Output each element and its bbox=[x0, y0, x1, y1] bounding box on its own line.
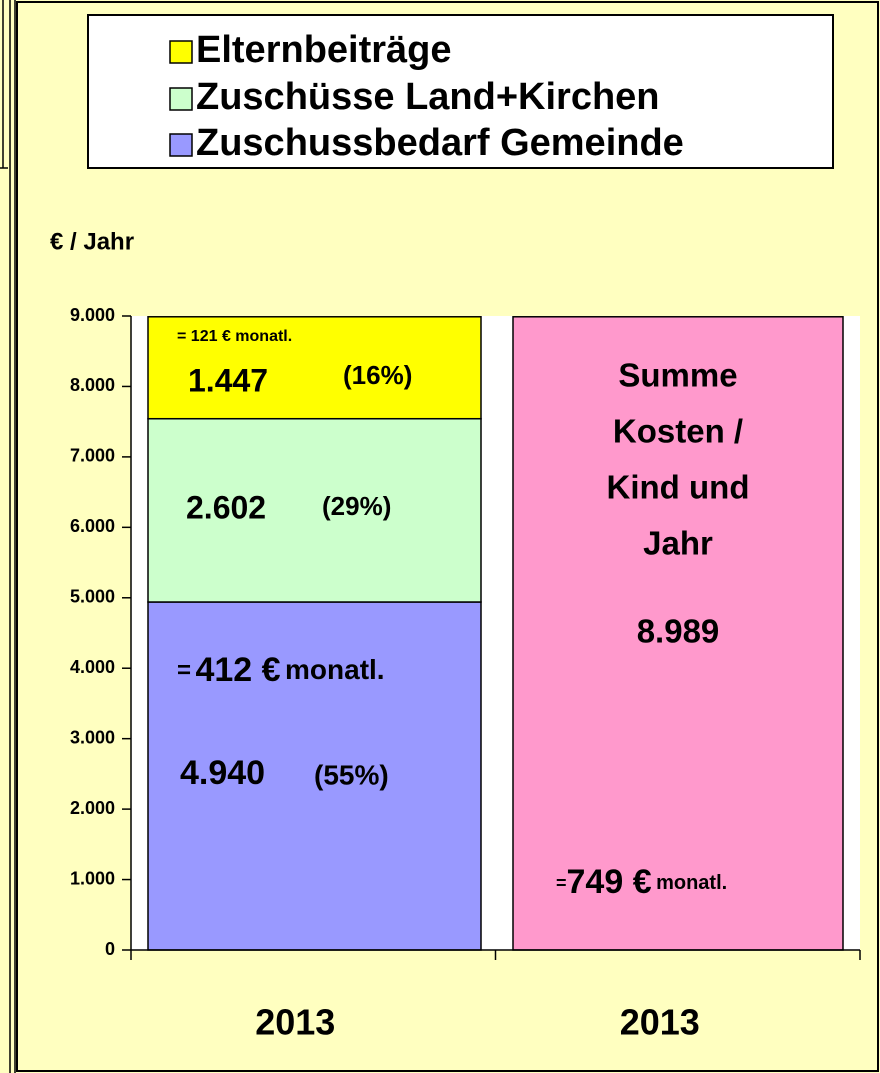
y-tick-label: 1.000 bbox=[70, 868, 115, 888]
y-tick-label: 3.000 bbox=[70, 727, 115, 747]
monthly-suffix: monatl. bbox=[235, 328, 292, 345]
share-label: (29%) bbox=[322, 491, 391, 521]
value-label: 4.940 bbox=[180, 754, 265, 792]
monthly-amount: 121 € bbox=[191, 328, 231, 345]
y-tick-label: 8.000 bbox=[70, 375, 115, 395]
legend-label: Zuschüsse Land+Kirchen bbox=[196, 76, 660, 118]
total-label: Kosten / bbox=[613, 413, 743, 450]
legend-swatch bbox=[169, 87, 193, 111]
monthly-suffix: monatl. bbox=[656, 872, 727, 894]
total-label: Kind und bbox=[607, 469, 750, 506]
monthly-label: =749 € monatl. bbox=[556, 863, 727, 901]
legend-swatch bbox=[169, 133, 193, 157]
monthly-prefix: = bbox=[556, 873, 567, 893]
legend-box bbox=[87, 14, 834, 169]
y-axis-label: € / Jahr bbox=[50, 228, 134, 255]
monthly-label: = 412 € monatl. bbox=[177, 651, 385, 689]
total-label: Summe bbox=[618, 357, 737, 394]
frame bbox=[16, 1, 879, 1072]
monthly-label: = 121 € monatl. bbox=[177, 328, 292, 345]
monthly-prefix: = bbox=[177, 657, 191, 684]
monthly-prefix: = bbox=[177, 328, 186, 345]
share-label: (16%) bbox=[343, 360, 412, 390]
share-label: (55%) bbox=[314, 759, 389, 790]
y-tick-label: 4.000 bbox=[70, 657, 115, 677]
bar-segment bbox=[147, 601, 482, 951]
y-tick-label: 0 bbox=[105, 939, 115, 959]
total-label: Jahr bbox=[643, 525, 713, 562]
x-tick-label: 2013 bbox=[255, 1002, 335, 1043]
bar-total bbox=[512, 316, 844, 951]
monthly-amount: 749 € bbox=[567, 863, 652, 901]
x-tick-label: 2013 bbox=[620, 1002, 700, 1043]
y-tick-label: 6.000 bbox=[70, 516, 115, 536]
y-tick-label: 2.000 bbox=[70, 798, 115, 818]
y-tick-label: 9.000 bbox=[70, 305, 115, 325]
legend-label: Elternbeiträge bbox=[196, 29, 452, 71]
monthly-amount: 412 € bbox=[195, 651, 280, 689]
total-value-label: 8.989 bbox=[637, 613, 720, 650]
y-tick-label: 7.000 bbox=[70, 446, 115, 466]
legend-label: Zuschussbedarf Gemeinde bbox=[196, 122, 684, 164]
bar-segment bbox=[147, 316, 482, 420]
legend-swatch bbox=[169, 40, 193, 64]
monthly-suffix: monatl. bbox=[285, 654, 385, 685]
y-tick-label: 5.000 bbox=[70, 587, 115, 607]
value-label: 1.447 bbox=[188, 362, 268, 398]
value-label: 2.602 bbox=[186, 489, 266, 525]
bar-segment bbox=[147, 417, 482, 603]
